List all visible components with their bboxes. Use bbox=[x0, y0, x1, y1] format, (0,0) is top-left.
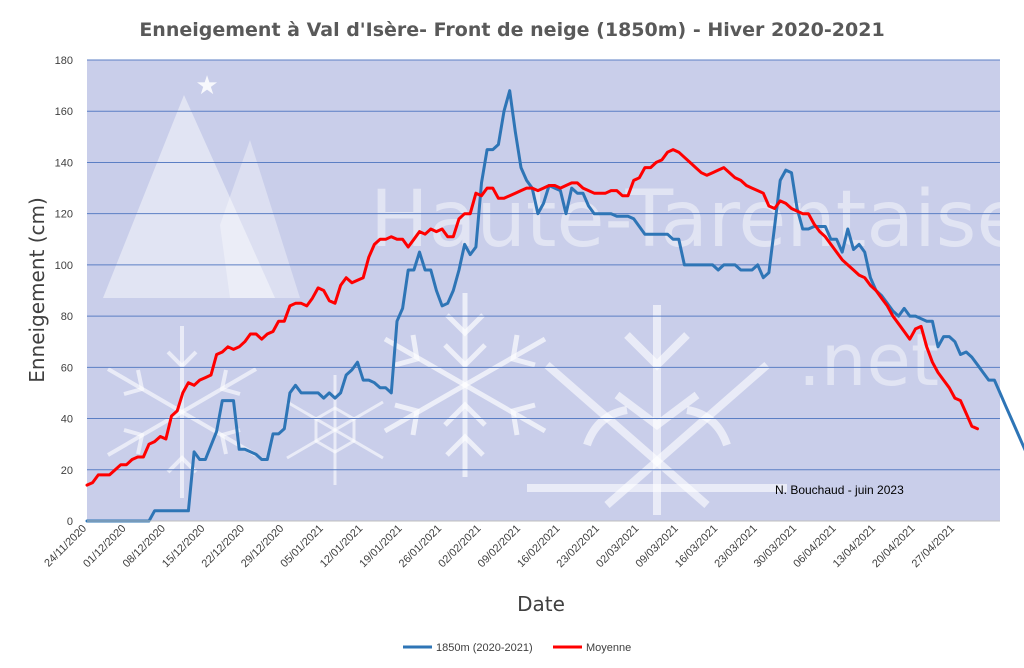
legend: 1850m (2020-2021) Moyenne bbox=[403, 642, 631, 654]
y-tick-label: 120 bbox=[55, 209, 73, 221]
mountain-icon bbox=[103, 95, 275, 298]
y-tick-label: 60 bbox=[61, 362, 73, 374]
y-axis-title: Enneigement (cm) bbox=[25, 197, 49, 383]
y-tick-label: 160 bbox=[55, 106, 73, 118]
y-tick-label: 40 bbox=[61, 414, 73, 426]
y-tick-label: 20 bbox=[61, 465, 73, 477]
watermark: ★ Haute-Tarentaise .net bbox=[103, 70, 1024, 515]
y-axis: 0 20 40 60 80 100 120 140 160 180 bbox=[55, 55, 73, 528]
credit-text: N. Bouchaud - juin 2023 bbox=[775, 483, 904, 497]
legend-label-moyenne: Moyenne bbox=[586, 642, 631, 654]
legend-label-1850m: 1850m (2020-2021) bbox=[436, 642, 533, 654]
gridlines bbox=[87, 59, 1000, 471]
snowflake-icon bbox=[383, 293, 547, 477]
watermark-line2: .net bbox=[798, 318, 939, 402]
y-tick-label: 140 bbox=[55, 157, 73, 169]
x-axis-title: Date bbox=[517, 592, 565, 616]
y-tick-label: 180 bbox=[55, 55, 73, 67]
snowflake-icon bbox=[527, 305, 787, 515]
series-lines bbox=[85, 89, 1024, 523]
y-tick-label: 100 bbox=[55, 260, 73, 272]
star-icon: ★ bbox=[195, 70, 218, 100]
snowflake-icon bbox=[106, 326, 258, 498]
chart-title: Enneigement à Val d'Isère- Front de neig… bbox=[139, 19, 884, 41]
series-line-1850m bbox=[85, 89, 1024, 523]
series-line-moyenne bbox=[85, 148, 979, 487]
y-tick-label: 80 bbox=[61, 311, 73, 323]
y-tick-label: 0 bbox=[67, 516, 73, 528]
mountain-icon bbox=[220, 140, 300, 298]
